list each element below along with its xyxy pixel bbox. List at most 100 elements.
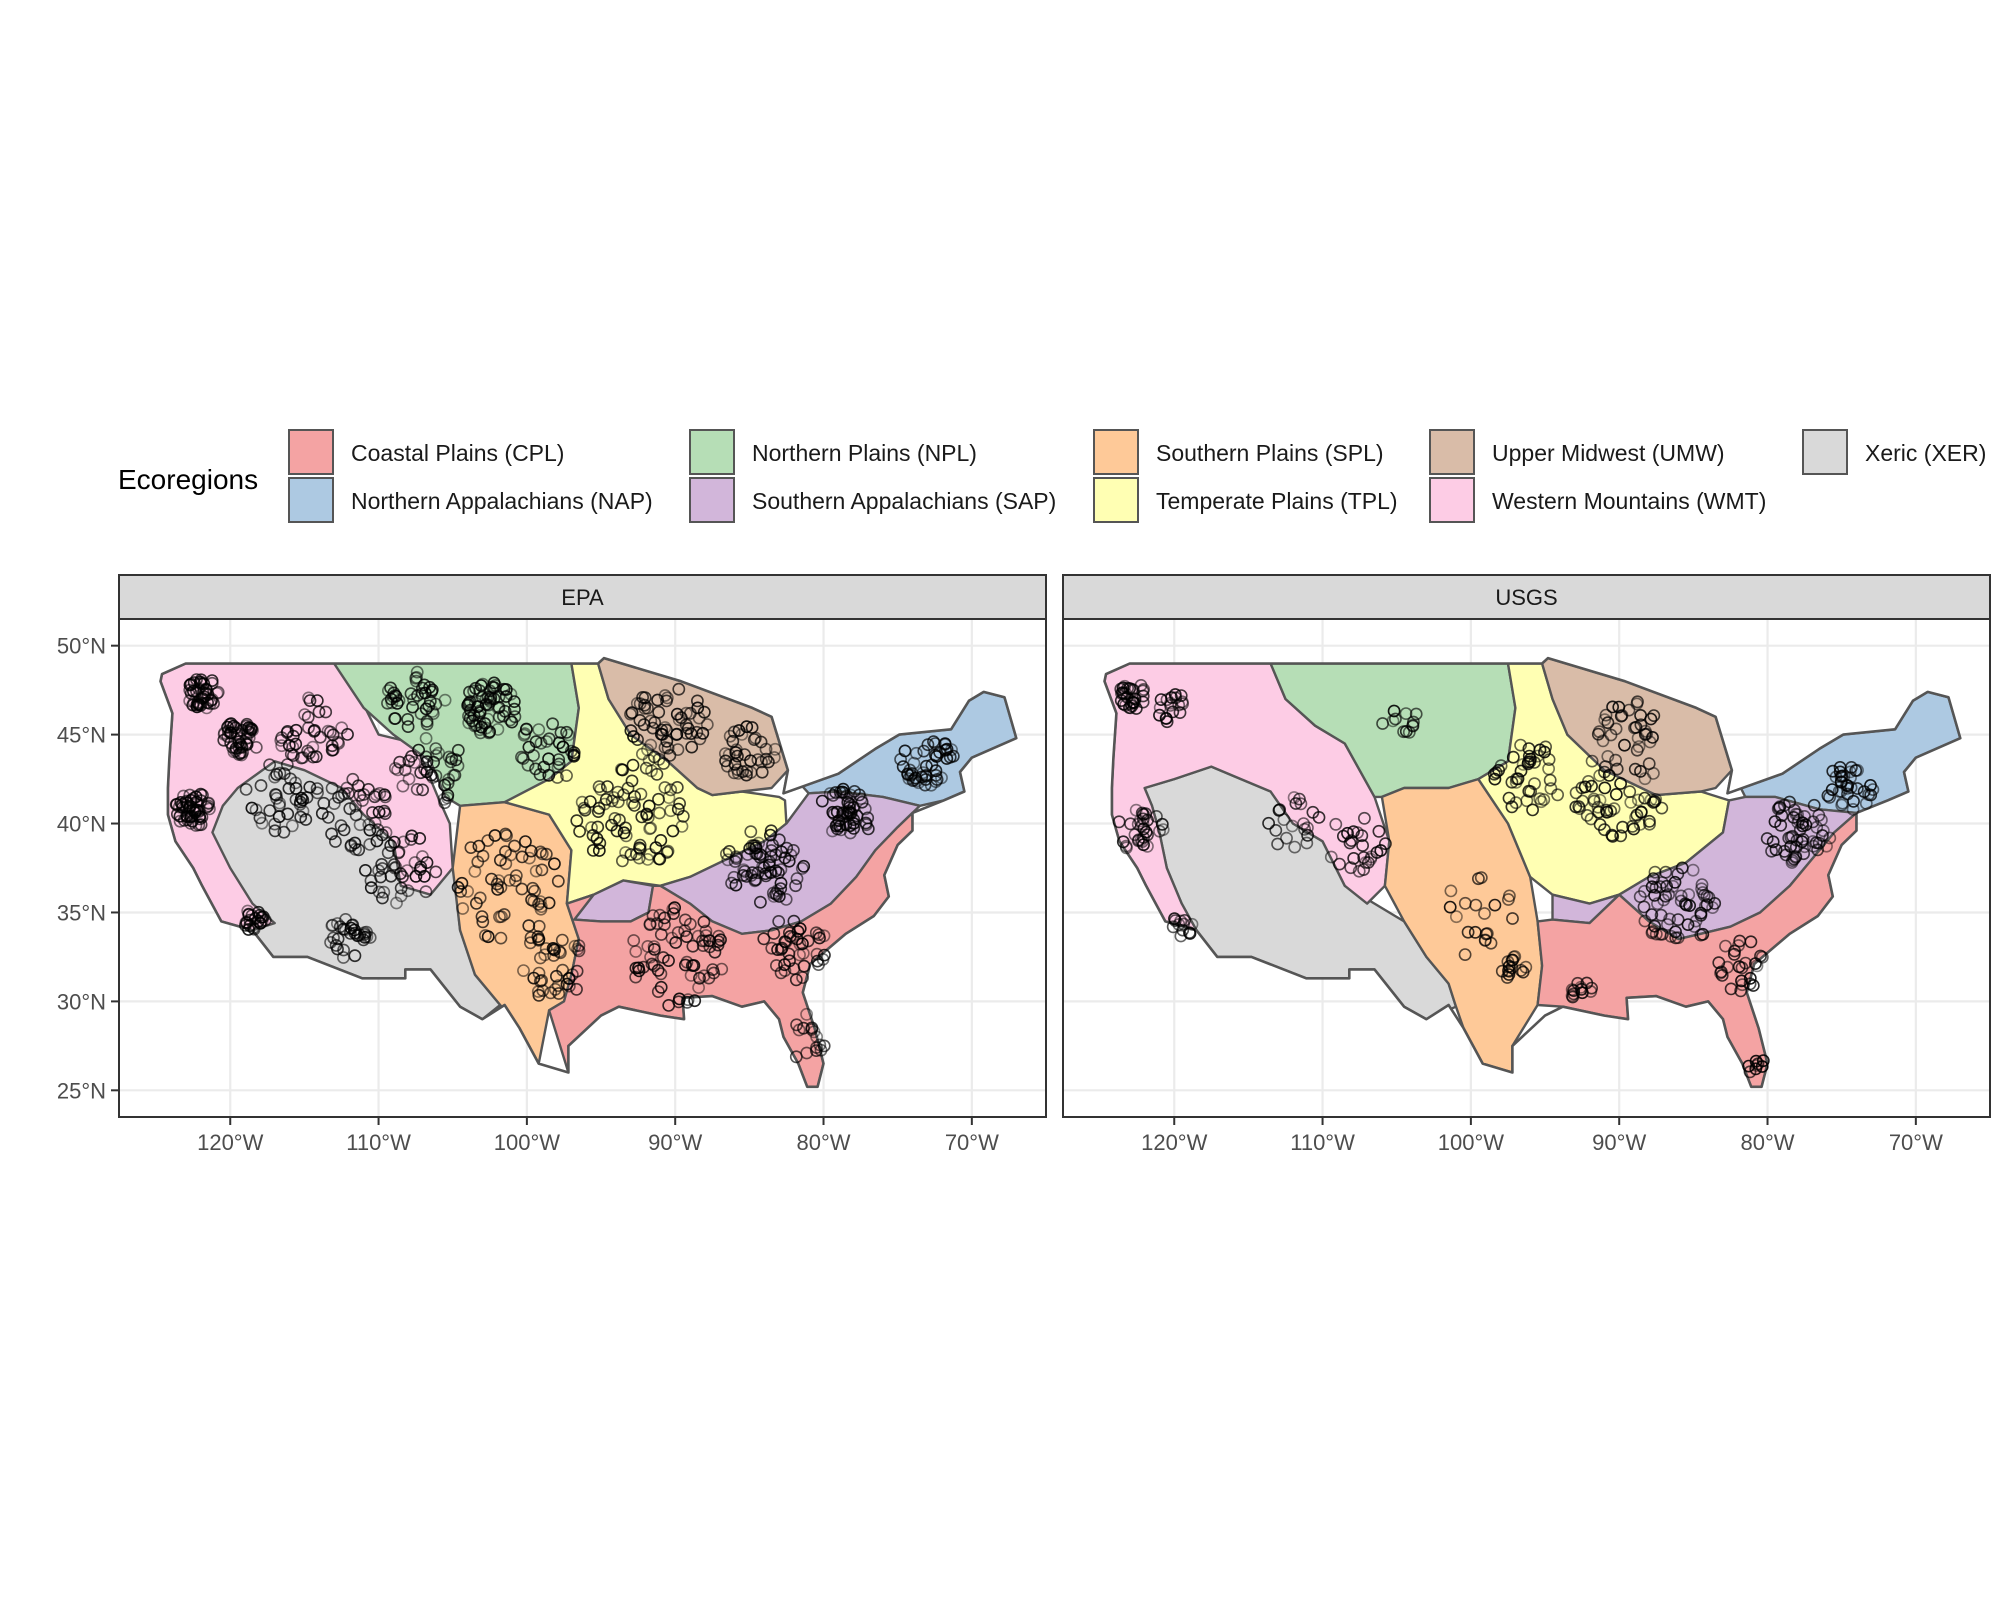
site-point <box>1494 759 1508 773</box>
site-point <box>370 834 384 848</box>
site-point <box>429 769 443 783</box>
site-point <box>302 746 316 760</box>
site-point <box>562 971 576 985</box>
site-point <box>797 859 811 873</box>
legend-item-npl: Northern Plains (NPL) <box>689 429 977 475</box>
site-point <box>1399 707 1413 720</box>
site-point <box>1681 918 1695 931</box>
site-point <box>1627 822 1641 836</box>
site-point <box>323 725 337 739</box>
site-point <box>1789 807 1803 821</box>
site-point <box>658 689 672 702</box>
site-point <box>284 772 297 786</box>
site-point <box>1306 805 1320 819</box>
site-point <box>1277 813 1291 826</box>
site-point <box>1300 836 1314 850</box>
site-point <box>1387 704 1401 718</box>
site-point <box>1593 818 1607 831</box>
site-point <box>340 781 354 795</box>
site-point <box>522 919 536 933</box>
site-point <box>727 725 741 739</box>
site-point <box>341 728 354 741</box>
site-point <box>697 915 711 929</box>
site-point <box>1607 802 1621 816</box>
site-point <box>1407 715 1420 729</box>
site-point <box>1771 802 1785 816</box>
site-point <box>921 738 935 752</box>
site-point <box>407 756 421 769</box>
site-point <box>388 762 402 775</box>
site-point <box>1502 893 1515 906</box>
site-point <box>1700 889 1714 903</box>
site-point <box>375 891 389 905</box>
site-point <box>420 714 434 728</box>
site-point <box>1128 692 1142 706</box>
site-point <box>1614 709 1628 723</box>
site-point <box>301 710 315 724</box>
site-point <box>387 858 401 871</box>
site-point <box>1168 914 1182 927</box>
site-point <box>205 693 219 706</box>
site-point <box>1754 949 1767 963</box>
site-point <box>627 934 641 947</box>
site-point <box>1155 817 1169 831</box>
site-point <box>400 864 414 877</box>
legend-label: Coastal Plains (CPL) <box>351 440 564 466</box>
site-point <box>1364 852 1378 866</box>
site-point <box>691 701 705 715</box>
site-point <box>1379 837 1392 851</box>
legend-title: Ecoregions <box>118 464 258 495</box>
site-point <box>1176 697 1189 711</box>
site-point <box>636 691 649 704</box>
site-point <box>554 946 567 960</box>
site-point <box>1614 829 1628 843</box>
site-point <box>1694 928 1708 942</box>
site-point <box>1131 834 1145 848</box>
site-point <box>334 819 348 833</box>
site-point <box>592 844 606 857</box>
panel-strip <box>1062 574 1991 620</box>
site-point <box>552 757 566 771</box>
site-point <box>1153 708 1166 722</box>
x-tick-label: 120°W <box>197 1130 264 1155</box>
site-point <box>186 792 200 805</box>
site-point <box>352 843 366 857</box>
x-tick-label: 80°W <box>1740 1130 1794 1155</box>
site-point <box>1124 817 1137 831</box>
site-point <box>711 938 725 952</box>
site-point <box>419 732 433 745</box>
site-point <box>301 744 314 758</box>
site-point <box>469 718 483 732</box>
site-point <box>331 932 345 946</box>
site-point <box>740 768 753 782</box>
site-point <box>1444 884 1458 898</box>
site-point <box>1370 846 1384 859</box>
site-point <box>1664 929 1678 943</box>
site-point <box>1153 701 1167 714</box>
site-point <box>1760 832 1774 845</box>
site-point <box>1674 889 1688 903</box>
site-point <box>769 848 782 862</box>
site-point <box>548 857 561 871</box>
sites <box>1112 679 1880 1079</box>
legend-swatch <box>1429 477 1475 523</box>
site-point <box>537 760 551 774</box>
site-point <box>675 820 689 833</box>
site-point <box>476 915 490 929</box>
site-point <box>1458 896 1472 910</box>
site-point <box>533 974 547 988</box>
site-point <box>253 811 267 825</box>
site-point <box>1537 793 1551 806</box>
site-point <box>1787 811 1800 824</box>
site-point <box>1585 754 1599 768</box>
site-point <box>384 681 397 695</box>
site-point <box>245 801 259 815</box>
site-point <box>1501 955 1515 969</box>
site-point <box>1793 823 1807 836</box>
x-tick-label: 90°W <box>1592 1130 1646 1155</box>
site-point <box>190 700 204 714</box>
site-point <box>1609 722 1623 736</box>
site-point <box>674 711 688 725</box>
site-point <box>289 723 303 737</box>
site-point <box>664 804 678 818</box>
